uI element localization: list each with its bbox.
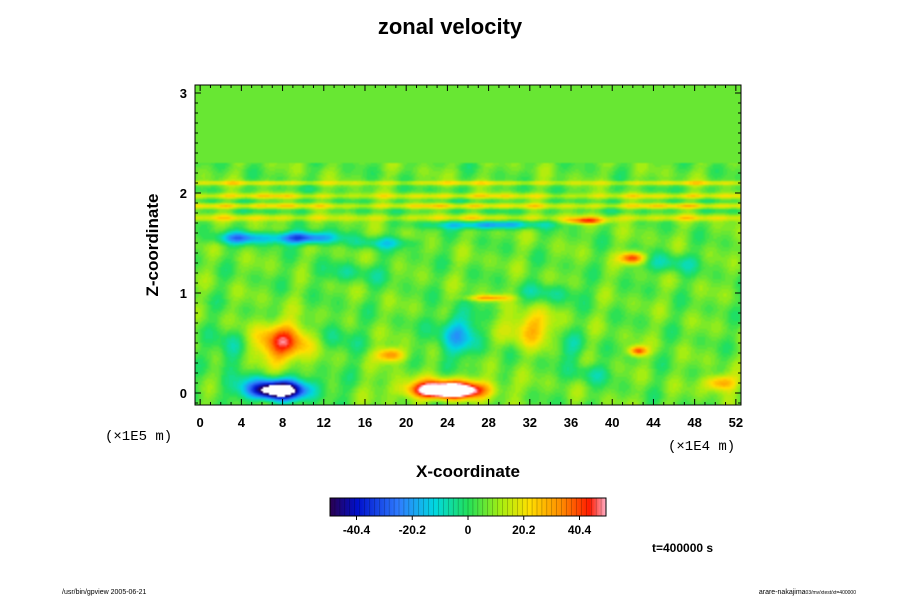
y-tick-label: 1 — [180, 286, 187, 301]
x-tick-label: 12 — [317, 415, 331, 430]
time-label: t=400000 s — [652, 541, 714, 555]
x-tick-label: 40 — [605, 415, 619, 430]
x-tick-label: 52 — [729, 415, 743, 430]
colorbar-ticks: -40.4 -20.2 0 20.2 40.4 — [343, 516, 592, 537]
footer-left: /usr/bin/gpview 2005-06-21 — [62, 589, 147, 596]
colorbar-tick-label: -20.2 — [399, 523, 427, 537]
x-tick-label: 24 — [440, 415, 455, 430]
x-scale-label: (×1E4 m) — [668, 439, 735, 455]
y-tick-label: 3 — [180, 86, 187, 101]
colorbar-tick-label: 40.4 — [568, 523, 592, 537]
heatmap-field — [195, 85, 741, 405]
y-axis-ticks: 0 1 2 3 — [180, 86, 741, 404]
x-tick-label: 4 — [238, 415, 246, 430]
colorbar-tick-label: -40.4 — [343, 523, 371, 537]
z-scale-label: (×1E5 m) — [105, 429, 172, 445]
x-tick-label: 36 — [564, 415, 578, 430]
footer-right-main: arare-nakajima — [758, 589, 806, 596]
x-tick-label: 16 — [358, 415, 372, 430]
x-axis-title: X-coordinate — [416, 462, 520, 481]
colorbar-divisions — [334, 498, 602, 516]
y-axis-title: Z-coordinate — [143, 194, 162, 297]
colorbar-tick-label: 20.2 — [512, 523, 536, 537]
x-tick-label: 20 — [399, 415, 413, 430]
footer-right-sub: 03/mv/xtest/xt=400000 — [805, 590, 856, 596]
x-tick-label: 8 — [279, 415, 286, 430]
x-tick-label: 48 — [687, 415, 701, 430]
colorbar-tick-label: 0 — [465, 523, 472, 537]
footer-right: arare-nakajima03/mv/xtest/xt=400000 — [759, 589, 856, 596]
y-tick-label: 2 — [180, 186, 187, 201]
chart-title: zonal velocity — [377, 14, 523, 39]
x-tick-label: 0 — [197, 415, 204, 430]
y-tick-label: 0 — [180, 386, 187, 401]
x-axis-ticks: 0 4 8 12 16 20 24 28 32 36 40 44 48 52 — [197, 85, 743, 430]
x-tick-label: 32 — [523, 415, 537, 430]
x-tick-label: 44 — [646, 415, 661, 430]
x-tick-label: 28 — [481, 415, 495, 430]
